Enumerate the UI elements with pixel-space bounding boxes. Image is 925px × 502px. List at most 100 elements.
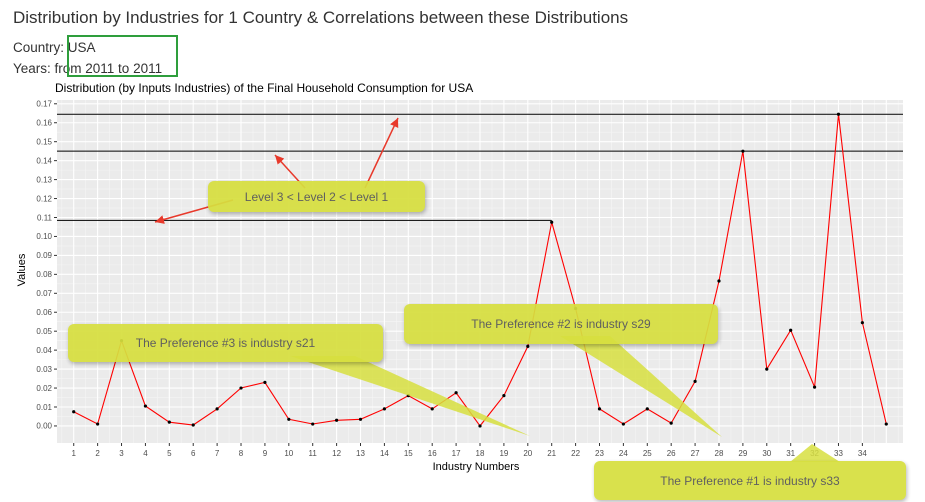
data-point (669, 421, 673, 425)
country-label: Country: USA (13, 40, 96, 55)
data-point (789, 328, 793, 332)
x-tick-label: 12 (332, 449, 341, 458)
x-tick-label: 21 (547, 449, 556, 458)
y-tick-label: 0.03 (36, 365, 52, 374)
x-tick-label: 17 (452, 449, 461, 458)
preference-3-pointer (290, 356, 530, 436)
y-tick-label: 0.00 (36, 422, 52, 431)
data-point (239, 386, 243, 390)
data-point (597, 407, 602, 411)
y-axis-label: Values (16, 253, 28, 286)
y-tick-label: 0.01 (36, 403, 52, 412)
x-tick-label: 15 (404, 449, 413, 458)
y-tick-label: 0.16 (36, 119, 52, 128)
x-tick-label: 30 (762, 449, 771, 458)
data-point (167, 420, 171, 424)
x-tick-label: 11 (309, 449, 318, 458)
data-point (454, 391, 458, 395)
x-tick-label: 8 (239, 449, 244, 458)
data-point (860, 321, 864, 325)
x-tick-label: 16 (428, 449, 437, 458)
points (72, 112, 888, 428)
x-axis-label: Industry Numbers (433, 461, 520, 473)
preference-3-callout: The Preference #3 is industry s21 (68, 324, 383, 362)
x-tick-label: 31 (786, 449, 795, 458)
x-tick-label: 14 (380, 449, 389, 458)
data-point (382, 407, 387, 411)
preference-2-pointer (560, 336, 722, 437)
x-tick-label: 3 (119, 449, 124, 458)
data-point (812, 385, 817, 389)
data-point (765, 367, 769, 371)
data-point (884, 422, 888, 426)
data-point (502, 394, 506, 398)
country-years-highlight (67, 35, 178, 77)
data-point (526, 344, 530, 348)
preference-1-pointer (790, 444, 840, 462)
y-tick-label: 0.10 (36, 232, 52, 241)
x-tick-label: 1 (72, 449, 77, 458)
data-point (717, 279, 721, 283)
y-tick-label: 0.14 (36, 156, 52, 165)
x-tick-label: 29 (738, 449, 747, 458)
y-tick-label: 0.15 (36, 137, 52, 146)
y-tick-label: 0.07 (36, 289, 52, 298)
data-point (836, 112, 841, 116)
x-tick-label: 9 (263, 449, 268, 458)
x-tick-label: 19 (499, 449, 508, 458)
y-tick-label: 0.12 (36, 194, 52, 203)
data-point (96, 422, 100, 426)
x-tick-label: 10 (284, 449, 293, 458)
data-point (287, 417, 291, 421)
data-point (550, 220, 554, 224)
y-tick-label: 0.09 (36, 251, 52, 260)
x-tick-label: 20 (523, 449, 532, 458)
data-point (143, 404, 148, 408)
x-tick-label: 26 (667, 449, 676, 458)
x-tick-label: 34 (858, 449, 867, 458)
y-tick-label: 0.11 (37, 213, 53, 222)
x-axis: 1 2 3 4 5 6 7 8 9 10 11 12 13 14 15 16 17 18 19 20 21 22 23 24 2… (72, 443, 867, 458)
x-tick-label: 4 (143, 449, 148, 458)
y-tick-label: 0.17 (36, 100, 52, 109)
data-point (191, 423, 195, 427)
x-tick-label: 25 (643, 449, 652, 458)
x-tick-label: 24 (619, 449, 628, 458)
data-point (693, 379, 697, 384)
x-tick-label: 7 (215, 449, 220, 458)
preference-2-callout: The Preference #2 is industry s29 (404, 304, 718, 344)
x-tick-label: 22 (571, 449, 580, 458)
level-arrow (364, 117, 399, 189)
data-point (215, 407, 219, 411)
chart-title: Distribution (by Inputs Industries) of t… (55, 81, 474, 95)
y-axis: 0.00 0.01 0.02 0.03 0.04 0.05 0.06 0.07 0.08 0.09… (36, 100, 57, 431)
x-tick-label: 23 (595, 449, 604, 458)
data-point (311, 422, 315, 426)
y-tick-label: 0.13 (36, 175, 52, 184)
y-tick-label: 0.05 (36, 327, 52, 336)
page-title: Distribution by Industries for 1 Country… (13, 8, 629, 27)
x-tick-label: 5 (167, 449, 172, 458)
preference-1-callout: The Preference #1 is industry s33 (594, 461, 906, 500)
y-tick-label: 0.04 (36, 346, 52, 355)
data-point (645, 407, 649, 411)
x-tick-label: 2 (95, 449, 100, 458)
data-point (478, 424, 482, 428)
data-point (335, 418, 339, 422)
y-tick-label: 0.02 (36, 384, 52, 393)
x-tick-label: 6 (191, 449, 196, 458)
data-point (72, 410, 76, 414)
level-lines (57, 113, 903, 221)
y-tick-label: 0.06 (36, 308, 52, 317)
x-tick-label: 27 (691, 449, 700, 458)
y-tick-label: 0.08 (36, 270, 52, 279)
data-point (358, 417, 363, 421)
x-tick-label: 13 (356, 449, 365, 458)
x-tick-label: 18 (476, 449, 485, 458)
levels-callout: Level 3 < Level 2 < Level 1 (208, 181, 425, 212)
x-tick-label: 33 (834, 449, 843, 458)
years-label: Years: from 2011 to 2011 (13, 61, 163, 76)
x-tick-label: 28 (715, 449, 724, 458)
data-point (621, 422, 625, 426)
